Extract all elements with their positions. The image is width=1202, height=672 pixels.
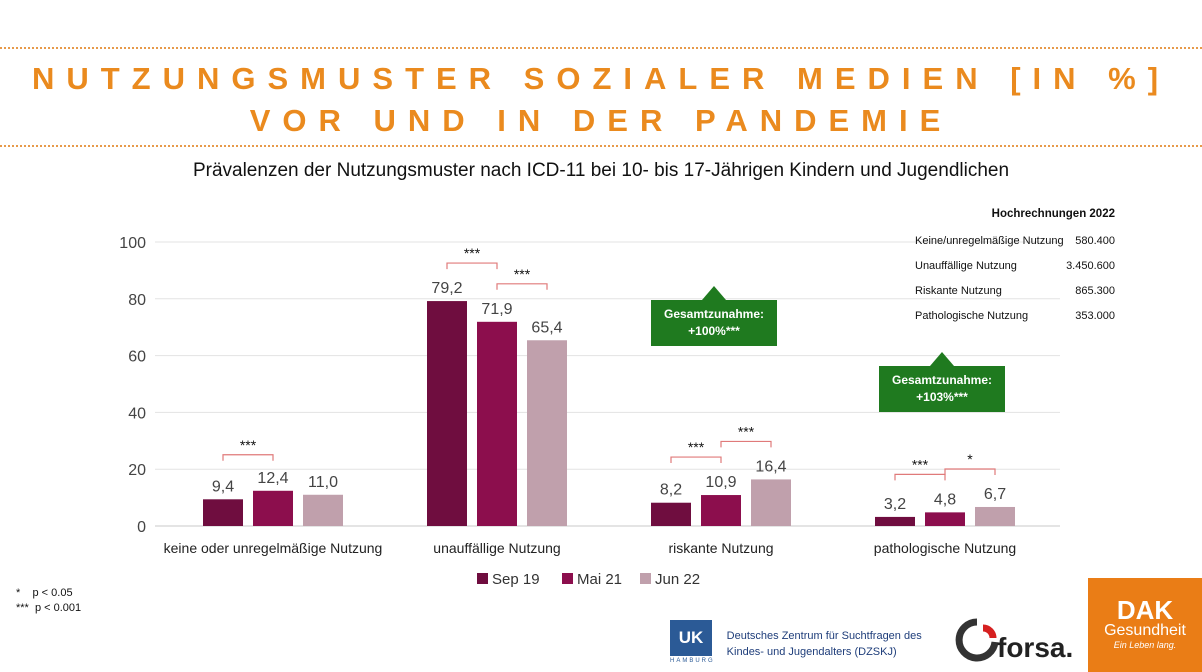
callout-pointer [930, 352, 954, 366]
significance-bracket [894, 473, 946, 481]
projection-value: 580.400 [1075, 234, 1115, 247]
y-tick-label: 0 [137, 519, 146, 536]
callout-line-1: Gesamtzunahme: [664, 307, 764, 321]
significance-bracket [496, 283, 548, 290]
dzskj-line-2: Kindes- und Jugendalters (DZSKJ) [726, 646, 897, 658]
uke-subtext: HAMBURG [670, 658, 715, 664]
data-label: 16,4 [755, 458, 786, 475]
callout-line-2: +100%*** [688, 324, 740, 338]
projection-label: Unauffällige Nutzung [915, 259, 1017, 272]
footnote-p05: * p < 0.05 [16, 587, 73, 599]
x-tick-label: pathologische Nutzung [874, 540, 1016, 556]
forsa-swirl-icon [955, 618, 999, 662]
significance-bracket [720, 440, 772, 448]
legend-label: Jun 22 [655, 571, 700, 588]
legend-label: Sep 19 [492, 571, 540, 588]
chart-subtitle: Prävalenzen der Nutzungsmuster nach ICD-… [192, 160, 1010, 181]
significance-bracket [670, 456, 722, 464]
callout-box [879, 366, 1005, 412]
legend-label: Mai 21 [577, 571, 622, 588]
significance-label: *** [738, 423, 755, 439]
significance-label: *** [688, 439, 705, 455]
x-tick-label: riskante Nutzung [668, 540, 773, 556]
forsa-logo: forsa. [955, 612, 1075, 667]
bar [427, 301, 467, 526]
projection-label: Riskante Nutzung [915, 284, 1002, 297]
top-dotted-rule [0, 47, 1202, 49]
x-tick-label: keine oder unregelmäßige Nutzung [164, 540, 383, 556]
significance-label: *** [240, 437, 257, 453]
y-tick-label: 100 [119, 235, 146, 252]
bar [303, 494, 343, 526]
uke-mark: UK [670, 620, 712, 656]
forsa-wordmark: forsa. [997, 632, 1074, 663]
dak-wordmark: DAK [1116, 595, 1174, 625]
data-label: 8,2 [660, 482, 682, 499]
title-line-2: VOR UND IN DER PANDEMIE [249, 103, 953, 138]
legend-swatch [640, 573, 651, 584]
projection-label: Pathologische Nutzung [915, 309, 1029, 322]
bottom-dotted-rule [0, 145, 1202, 147]
bar [527, 340, 567, 526]
projection-header: Hochrechnungen 2022 [991, 208, 1115, 220]
projection-row: Unauffällige Nutzung 3.450.600 [915, 253, 1115, 278]
uke-logo: UK HAMBURG Deutsches Zentrum für Suchtfr… [670, 620, 922, 664]
projection-value: 3.450.600 [1066, 259, 1115, 272]
projection-value: 353.000 [1075, 309, 1115, 322]
callout-line-1: Gesamtzunahme: [892, 373, 992, 387]
data-label: 79,2 [431, 280, 462, 297]
bar [925, 512, 965, 526]
bar [203, 499, 243, 526]
dak-subline: Gesundheit [1104, 622, 1186, 639]
legend-swatch [477, 573, 488, 584]
significance-label: *** [514, 266, 531, 282]
callout-box [651, 300, 777, 346]
data-label: 71,9 [481, 301, 512, 318]
callout-pointer [702, 286, 726, 300]
projection-label: Keine/unregelmäßige Nutzung [915, 234, 1064, 247]
significance-label: * [967, 451, 973, 467]
data-label: 4,8 [934, 491, 956, 508]
title-line-1: NUTZUNGSMUSTER SOZIALER MEDIEN [IN %] [31, 61, 1171, 96]
dak-logo: DAK Gesundheit Ein Leben lang. [1088, 578, 1202, 672]
bar [975, 506, 1015, 526]
bar [253, 490, 293, 526]
data-label: 65,4 [531, 319, 562, 336]
bar [477, 321, 517, 526]
y-tick-label: 60 [128, 349, 146, 366]
bar [651, 502, 691, 526]
projection-row: Riskante Nutzung 865.300 [915, 278, 1115, 303]
footnote-p001: *** p < 0.001 [16, 602, 82, 614]
data-label: 11,0 [308, 474, 338, 491]
legend-swatch [562, 573, 573, 584]
projection-row: Keine/unregelmäßige Nutzung 580.400 [915, 228, 1115, 253]
bar [875, 516, 915, 526]
significance-bracket [222, 454, 274, 461]
significance-label: *** [912, 456, 929, 472]
dzskj-text: Deutsches Zentrum für Suchtfragen des Ki… [727, 620, 922, 660]
projection-row: Pathologische Nutzung 353.000 [915, 303, 1115, 328]
bar [701, 495, 741, 526]
dzskj-line-1: Deutsches Zentrum für Suchtfragen des [726, 630, 922, 642]
bar [751, 479, 791, 526]
significance-label: *** [464, 245, 481, 261]
projection-value: 865.300 [1075, 284, 1115, 297]
significance-bracket [446, 262, 498, 270]
y-tick-label: 20 [128, 462, 146, 479]
dak-slogan: Ein Leben lang. [1113, 640, 1177, 650]
data-label: 10,9 [705, 474, 736, 491]
data-label: 6,7 [984, 486, 1006, 503]
data-label: 12,4 [257, 470, 288, 487]
y-tick-label: 40 [128, 405, 146, 422]
projection-table: Hochrechnungen 2022 Keine/unregelmäßige … [915, 208, 1115, 328]
significance-bracket [944, 468, 996, 475]
callout-line-2: +103%*** [916, 390, 968, 404]
y-tick-label: 80 [128, 292, 146, 309]
data-label: 3,2 [884, 496, 906, 513]
page-title: NUTZUNGSMUSTER SOZIALER MEDIEN [IN %] VO… [0, 58, 1202, 142]
data-label: 9,4 [212, 478, 234, 495]
x-tick-label: unauffällige Nutzung [433, 540, 560, 556]
